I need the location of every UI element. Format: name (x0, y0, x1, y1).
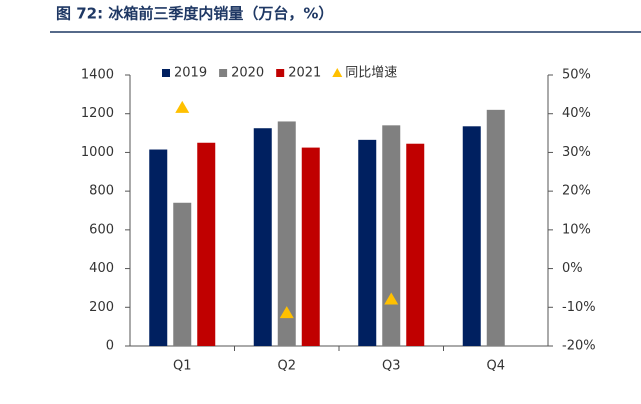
x-tick-label: Q3 (382, 359, 401, 374)
growth-marker (175, 100, 190, 113)
legend-marker (332, 68, 343, 77)
y2-tick-label: -20% (562, 339, 596, 354)
bar (462, 126, 481, 347)
growth-marker (279, 306, 294, 319)
bar (197, 142, 216, 346)
legend-label: 2019 (174, 66, 207, 81)
bar (301, 147, 320, 346)
x-tick-label: Q1 (173, 359, 192, 374)
legend-swatch (219, 69, 228, 77)
legend-label: 同比增速 (345, 66, 397, 81)
bar (277, 121, 296, 346)
bar (149, 149, 168, 346)
y-tick-label: 800 (89, 184, 114, 199)
x-tick-label: Q4 (486, 359, 505, 374)
y-tick-label: 200 (89, 300, 114, 315)
legend-label: 2021 (288, 66, 321, 81)
y2-tick-label: 40% (562, 106, 591, 121)
legend-swatch (162, 69, 170, 77)
y2-tick-label: 50% (562, 68, 591, 83)
y2-tick-label: 30% (562, 145, 591, 160)
bar (382, 125, 401, 346)
bar (253, 128, 272, 346)
chart-title: 图 72: 冰箱前三季度内销量（万台，%） (56, 5, 333, 23)
legend-label: 2020 (231, 66, 264, 81)
x-tick-label: Q2 (277, 359, 296, 374)
y2-tick-label: 10% (562, 222, 591, 237)
y2-tick-label: 0% (562, 261, 583, 276)
y2-tick-label: -10% (562, 300, 596, 315)
bar (173, 202, 192, 346)
y2-tick-label: 20% (562, 184, 591, 199)
y-tick-label: 400 (89, 261, 114, 276)
y-tick-label: 1000 (81, 145, 114, 160)
y-tick-label: 1200 (81, 106, 114, 121)
bar (486, 109, 505, 346)
y-tick-label: 600 (89, 222, 114, 237)
y-tick-label: 1400 (81, 68, 114, 83)
bar (406, 143, 425, 346)
growth-marker (384, 292, 399, 305)
bar (358, 139, 377, 346)
y-tick-label: 0 (106, 339, 114, 354)
legend-swatch (276, 69, 285, 77)
